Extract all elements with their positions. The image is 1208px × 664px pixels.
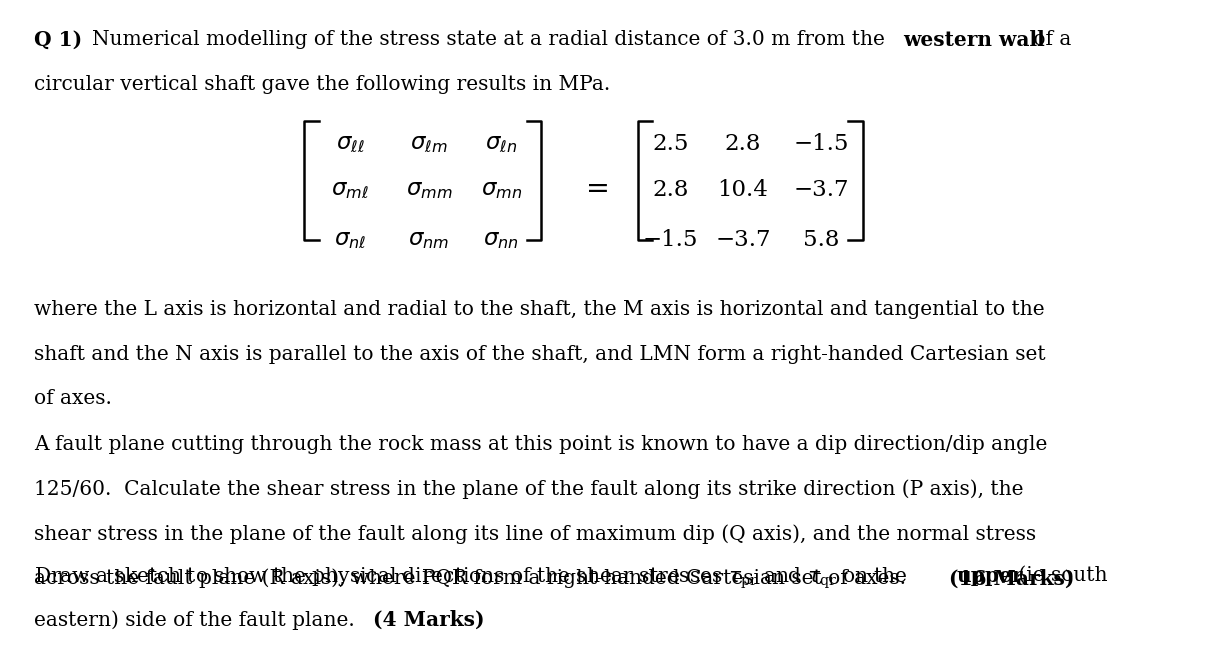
Text: $\sigma_{n\ell}$: $\sigma_{n\ell}$ — [335, 229, 366, 251]
Text: (ie south: (ie south — [1012, 566, 1108, 585]
Text: 5.8: 5.8 — [803, 229, 840, 251]
Text: $\sigma_{mm}$: $\sigma_{mm}$ — [406, 179, 452, 201]
Text: western wall: western wall — [904, 30, 1045, 50]
Text: $\sigma_{m\ell}$: $\sigma_{m\ell}$ — [331, 179, 370, 201]
Text: circular vertical shaft gave the following results in MPa.: circular vertical shaft gave the followi… — [34, 75, 610, 94]
Text: −3.7: −3.7 — [715, 229, 771, 251]
Text: 10.4: 10.4 — [718, 179, 768, 201]
Text: across the fault plane (R axis), where PQR form a right-handed Cartesian set of : across the fault plane (R axis), where P… — [34, 568, 918, 588]
Text: where the L axis is horizontal and radial to the shaft, the M axis is horizontal: where the L axis is horizontal and radia… — [34, 300, 1045, 319]
Text: 2.8: 2.8 — [652, 179, 689, 201]
Text: $\sigma_{nm}$: $\sigma_{nm}$ — [408, 229, 449, 251]
Text: Q 1): Q 1) — [34, 30, 82, 50]
Text: Numerical modelling of the stress state at a radial distance of 3.0 m from the: Numerical modelling of the stress state … — [92, 30, 892, 49]
Text: shaft and the N axis is parallel to the axis of the shaft, and LMN form a right-: shaft and the N axis is parallel to the … — [34, 345, 1045, 364]
Text: Draw a sketch to show the physical directions of the shear stresses $\tau_{\math: Draw a sketch to show the physical direc… — [34, 566, 908, 591]
Text: eastern) side of the fault plane.: eastern) side of the fault plane. — [34, 610, 367, 630]
Text: $\sigma_{mn}$: $\sigma_{mn}$ — [481, 179, 522, 201]
Text: 2.8: 2.8 — [725, 133, 761, 155]
Text: $\sigma_{nn}$: $\sigma_{nn}$ — [483, 229, 519, 251]
Text: −1.5: −1.5 — [643, 229, 698, 251]
Text: $\sigma_{\ell\ell}$: $\sigma_{\ell\ell}$ — [336, 133, 365, 155]
Text: upper: upper — [957, 566, 1023, 586]
Text: of axes.: of axes. — [34, 389, 111, 408]
Text: −1.5: −1.5 — [794, 133, 849, 155]
Text: 125/60.  Calculate the shear stress in the plane of the fault along its strike d: 125/60. Calculate the shear stress in th… — [34, 479, 1023, 499]
Text: (4 Marks): (4 Marks) — [373, 610, 484, 630]
Text: A fault plane cutting through the rock mass at this point is known to have a dip: A fault plane cutting through the rock m… — [34, 435, 1047, 454]
Text: −3.7: −3.7 — [794, 179, 849, 201]
Text: shear stress in the plane of the fault along its line of maximum dip (Q axis), a: shear stress in the plane of the fault a… — [34, 524, 1036, 544]
Text: (16 Marks): (16 Marks) — [949, 568, 1075, 588]
Text: $=$: $=$ — [580, 174, 609, 201]
Text: of a: of a — [1027, 30, 1071, 49]
Text: $\sigma_{\ell m}$: $\sigma_{\ell m}$ — [410, 133, 448, 155]
Text: $\sigma_{\ell n}$: $\sigma_{\ell n}$ — [486, 133, 517, 155]
Text: 2.5: 2.5 — [652, 133, 689, 155]
